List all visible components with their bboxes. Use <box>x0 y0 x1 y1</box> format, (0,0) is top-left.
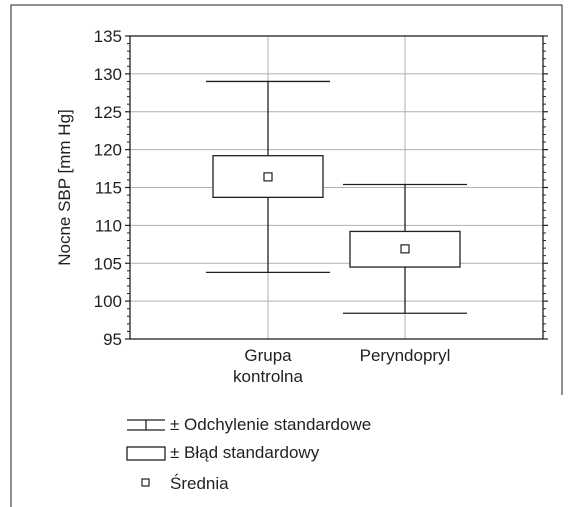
y-tick-label: 105 <box>94 254 122 273</box>
y-tick-label: 135 <box>94 27 122 46</box>
category-label: kontrolna <box>233 367 303 386</box>
grid-layer <box>130 36 543 339</box>
y-tick-label: 120 <box>94 141 122 160</box>
category-label: Peryndopryl <box>360 346 451 365</box>
box-series <box>206 81 467 313</box>
box-group-1 <box>206 81 330 272</box>
mean-marker <box>401 245 409 253</box>
y-tick-label: 110 <box>95 216 122 235</box>
legend-item-mean: Średnia <box>142 474 229 493</box>
y-tick-label: 130 <box>94 65 122 84</box>
box-group-2 <box>343 184 467 313</box>
legend-label: ± Błąd standardowy <box>170 443 320 462</box>
x-category-labels: Grupa kontrolna Peryndopryl <box>233 346 450 386</box>
y-axis-label: Nocne SBP [mm Hg] <box>55 109 74 266</box>
legend-box-symbol <box>127 447 165 460</box>
legend-item-whisker: ± Odchylenie standardowe <box>127 415 371 434</box>
legend: ± Odchylenie standardowe ± Błąd standardo… <box>127 415 371 493</box>
y-tick-label: 125 <box>94 103 122 122</box>
y-tick-label: 115 <box>95 179 122 198</box>
legend-item-box: ± Błąd standardowy <box>127 443 320 462</box>
category-label: Grupa <box>244 346 292 365</box>
legend-label: Średnia <box>170 474 229 493</box>
legend-label: ± Odchylenie standardowe <box>170 415 371 434</box>
mean-marker <box>264 173 272 181</box>
legend-mean-symbol <box>142 479 149 486</box>
y-tick-label: 100 <box>94 292 122 311</box>
y-tick-label: 95 <box>103 330 122 349</box>
